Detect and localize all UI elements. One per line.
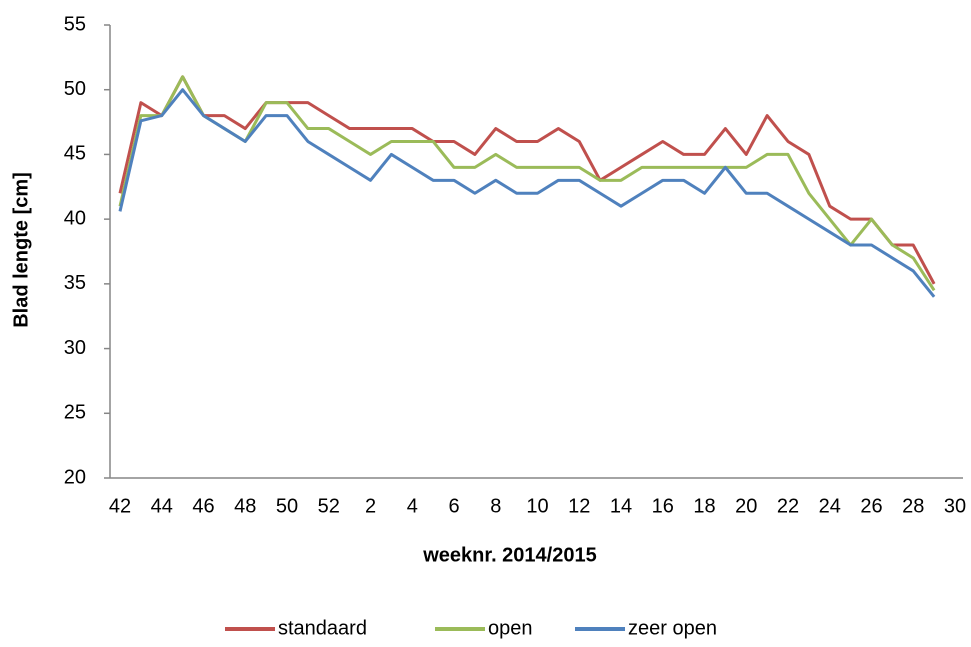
- x-tick-label: 6: [448, 495, 459, 517]
- x-tick-label: 52: [318, 495, 340, 517]
- x-tick-label: 18: [693, 495, 715, 517]
- x-tick-label: 8: [490, 495, 501, 517]
- legend-label: open: [488, 617, 533, 639]
- x-tick-label: 50: [276, 495, 298, 517]
- x-tick-label: 44: [151, 495, 173, 517]
- x-tick-label: 4: [407, 495, 418, 517]
- y-tick-label: 30: [64, 337, 86, 359]
- y-axis-title: Blad lengte [cm]: [10, 172, 32, 328]
- x-tick-label: 24: [819, 495, 841, 517]
- y-tick-label: 25: [64, 402, 86, 424]
- x-tick-label: 12: [568, 495, 590, 517]
- line-series: [118, 75, 936, 285]
- y-tick-label: 45: [64, 143, 86, 165]
- y-tick-label: 40: [64, 207, 86, 229]
- x-tick-label: 46: [192, 495, 214, 517]
- x-axis-title: weeknr. 2014/2015: [422, 544, 596, 566]
- line-series: [118, 75, 936, 292]
- x-tick-label: 16: [652, 495, 674, 517]
- y-tick-label: 55: [64, 13, 86, 35]
- x-tick-label: 30: [944, 495, 966, 517]
- y-tick-label: 50: [64, 78, 86, 100]
- x-tick-label: 10: [526, 495, 548, 517]
- legend-label: standaard: [278, 617, 367, 639]
- x-tick-label: 20: [735, 495, 757, 517]
- x-tick-label: 48: [234, 495, 256, 517]
- y-tick-label: 35: [64, 272, 86, 294]
- x-tick-label: 14: [610, 495, 632, 517]
- x-tick-label: 28: [902, 495, 924, 517]
- x-tick-label: 26: [860, 495, 882, 517]
- y-tick-label: 20: [64, 466, 86, 488]
- x-tick-label: 22: [777, 495, 799, 517]
- legend-label: zeer open: [628, 617, 717, 639]
- x-tick-label: 42: [109, 495, 131, 517]
- x-tick-label: 2: [365, 495, 376, 517]
- line-series: [118, 88, 936, 298]
